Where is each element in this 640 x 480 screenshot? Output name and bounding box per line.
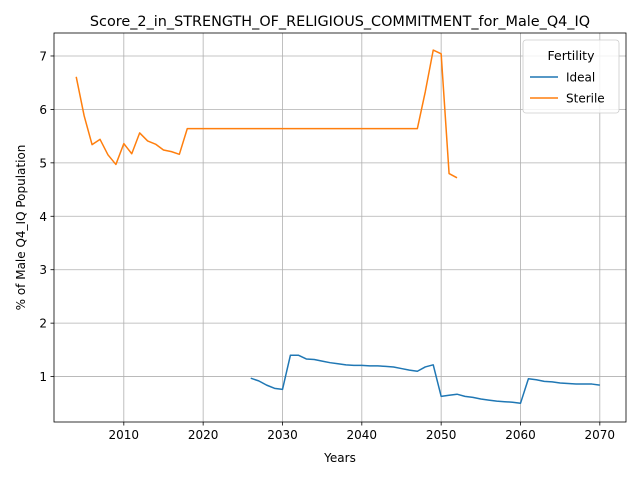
y-tick-label: 4 — [39, 210, 47, 224]
y-tick-label: 3 — [39, 263, 47, 277]
series-lines — [75, 49, 600, 405]
legend-title: Fertility — [548, 48, 596, 63]
x-tick-label: 2070 — [585, 428, 616, 442]
chart-title: Score_2_in_STRENGTH_OF_RELIGIOUS_COMMITM… — [90, 14, 590, 30]
y-tick-label: 5 — [39, 156, 47, 170]
x-tick-label: 2060 — [505, 428, 536, 442]
axis-ticks: 2010 2020 2030 2040 2050 2060 2070 1 2 3 4 5 6 7 — [39, 49, 615, 442]
legend-label-sterile: Sterile — [566, 92, 605, 106]
x-tick-label: 2050 — [426, 428, 457, 442]
series-line-sterile — [75, 49, 458, 179]
legend-box — [522, 39, 620, 114]
grid — [54, 33, 626, 422]
y-tick-label: 1 — [39, 370, 47, 384]
y-tick-label: 7 — [39, 49, 47, 63]
y-axis-label: % of Male Q4_IQ Population — [14, 145, 28, 311]
y-tick-label: 2 — [39, 317, 47, 331]
x-tick-label: 2030 — [267, 428, 298, 442]
x-tick-label: 2020 — [188, 428, 219, 442]
x-tick-label: 2040 — [347, 428, 378, 442]
legend-label-ideal: Ideal — [566, 71, 595, 85]
x-tick-label: 2010 — [109, 428, 140, 442]
y-tick-label: 6 — [39, 103, 47, 117]
series-line-ideal — [250, 354, 600, 405]
plot-frame — [53, 32, 627, 423]
legend: Fertility Ideal Sterile — [522, 39, 620, 114]
x-axis-label: Years — [323, 451, 356, 465]
